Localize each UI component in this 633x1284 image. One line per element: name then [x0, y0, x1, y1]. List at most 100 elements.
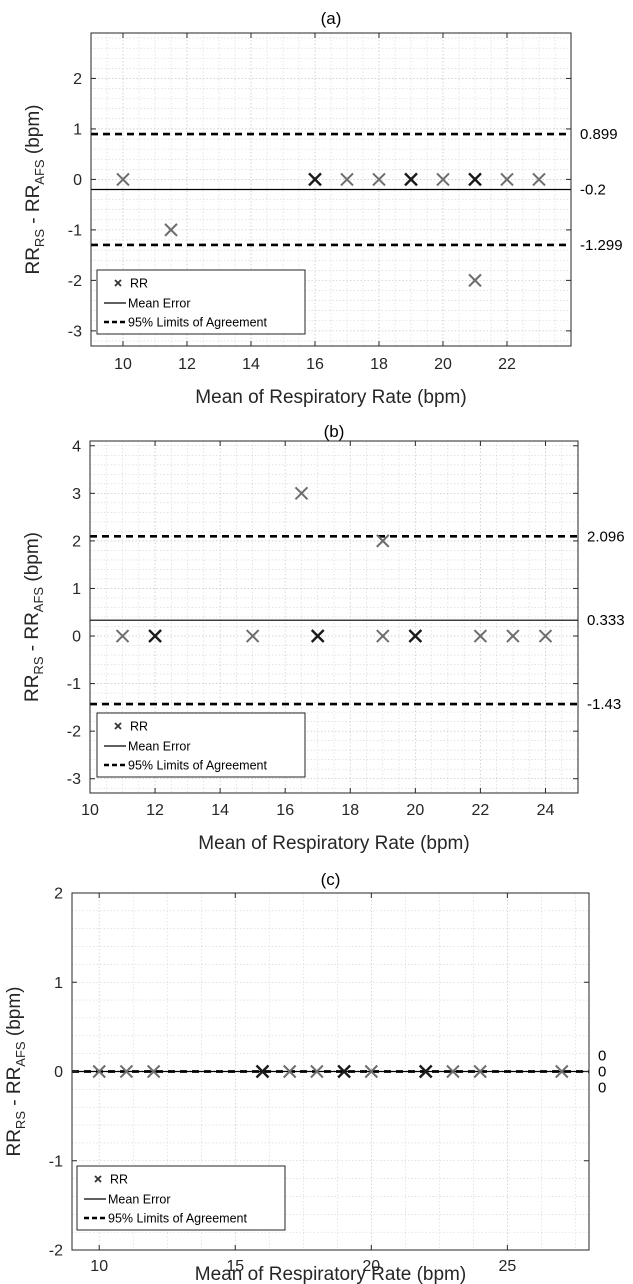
data-points	[92, 1064, 569, 1079]
data-point	[294, 486, 309, 501]
x-axis-label: Mean of Respiratory Rate (bpm)	[195, 1264, 466, 1284]
data-point	[532, 172, 546, 187]
legend-entry: 95% Limits of Agreement	[108, 1212, 247, 1226]
y-tick-label: -3	[68, 323, 82, 340]
x-tick-label: 16	[306, 356, 324, 373]
data-point	[372, 172, 386, 187]
y-tick-label: 1	[72, 581, 81, 598]
y-tick-label: -2	[67, 724, 81, 741]
data-point	[436, 172, 450, 187]
legend-marker-icon	[94, 1175, 102, 1183]
data-point	[310, 1064, 324, 1079]
x-tick-label: 14	[211, 802, 229, 819]
data-point	[337, 1064, 351, 1079]
y-tick-label: -1	[67, 676, 81, 693]
x-tick-label: 12	[178, 356, 196, 373]
x-tick-label: 20	[406, 802, 424, 819]
data-point	[408, 629, 423, 643]
data-point	[376, 534, 390, 548]
y-axis-label: RRRS - RRAFS (bpm)	[23, 104, 47, 274]
legend-entry: RR	[110, 1173, 128, 1187]
x-tick-label: 10	[81, 802, 99, 819]
upper-limit-value: 0	[598, 1048, 606, 1065]
y-tick-label: 1	[54, 975, 63, 992]
grid	[90, 441, 578, 793]
legend-entry: Mean Error	[128, 740, 191, 754]
panel-title: (a)	[321, 9, 342, 28]
data-point	[404, 172, 418, 187]
data-point	[506, 629, 520, 643]
data-point	[255, 1064, 270, 1079]
legend-entry: Mean Error	[128, 297, 191, 311]
x-tick-label: 10	[114, 356, 132, 373]
data-point	[500, 172, 514, 187]
y-axis-label: RRRS - RRAFS (bpm)	[22, 532, 46, 702]
x-tick-label: 20	[362, 1258, 380, 1275]
y-tick-label: -3	[67, 771, 81, 788]
panel-title: (b)	[324, 422, 345, 441]
legend-entry: 95% Limits of Agreement	[128, 316, 267, 330]
data-point	[245, 629, 260, 643]
legend: RR Mean Error 95% Limits of Agreement	[96, 269, 306, 335]
data-point	[555, 1064, 569, 1079]
y-tick-label: 0	[54, 1064, 63, 1081]
x-tick-label: 16	[276, 802, 294, 819]
y-tick-label: 2	[72, 533, 81, 550]
x-tick-label: 22	[472, 802, 490, 819]
y-tick-label: -1	[49, 1153, 63, 1170]
x-tick-label: 15	[226, 1258, 244, 1275]
y-tick-label: 2	[73, 71, 82, 88]
data-point	[308, 172, 322, 187]
axes-frame	[89, 440, 579, 794]
x-tick-label: 18	[370, 356, 388, 373]
lower-limit-value: -1.43	[587, 696, 621, 713]
data-point	[148, 629, 162, 643]
x-tick-label: 24	[537, 802, 555, 819]
y-tick-label: 2	[54, 886, 63, 903]
upper-limit-value: 2.096	[587, 528, 625, 545]
x-axis-label: Mean of Respiratory Rate (bpm)	[198, 833, 469, 854]
axes-frame	[90, 32, 572, 347]
y-tick-label: 4	[72, 438, 81, 455]
data-point	[473, 1064, 487, 1079]
data-point	[310, 629, 325, 643]
x-tick-label: 25	[498, 1258, 516, 1275]
panel-title: (c)	[321, 870, 341, 889]
data-point	[473, 629, 488, 643]
x-tick-label: 14	[242, 356, 260, 373]
x-tick-label: 10	[90, 1258, 108, 1275]
x-axis-label: Mean of Respiratory Rate (bpm)	[195, 387, 466, 408]
y-tick-label: 0	[72, 629, 81, 646]
legend-marker-icon	[114, 279, 122, 287]
panel-c: 10 15 20 25 -2 -1 0 1 2 (c) Mean of Respiratory Ra…	[4, 870, 606, 1284]
lower-limit-value: -1.299	[580, 237, 623, 254]
y-axis-label: RRRS - RRAFS (bpm)	[4, 986, 28, 1156]
data-point	[364, 1064, 379, 1079]
x-tick-label: 20	[434, 356, 452, 373]
x-tick-label: 12	[146, 802, 164, 819]
mean-error-value: -0.2	[580, 182, 606, 199]
mean-error-value: 0.333	[587, 612, 625, 629]
data-point	[146, 1064, 161, 1079]
legend-entry: RR	[130, 277, 148, 291]
upper-limit-value: 0.899	[580, 126, 618, 143]
lower-limit-value: 0	[598, 1080, 606, 1097]
legend-entry: RR	[130, 720, 148, 734]
y-tick-label: 0	[73, 172, 82, 189]
data-point	[468, 273, 482, 288]
data-point	[418, 1064, 433, 1079]
legend-entry: Mean Error	[108, 1193, 171, 1207]
y-tick-label: 1	[73, 121, 82, 138]
data-point	[340, 172, 354, 187]
data-point	[446, 1064, 460, 1079]
x-tick-label: 22	[498, 356, 516, 373]
legend-entry: 95% Limits of Agreement	[128, 759, 267, 773]
data-point	[115, 629, 130, 643]
data-point	[468, 172, 482, 187]
grid	[91, 33, 571, 346]
y-tick-label: -2	[49, 1243, 63, 1260]
legend-marker-icon	[114, 722, 122, 730]
legend: RR Mean Error 95% Limits of Agreement	[96, 712, 306, 778]
